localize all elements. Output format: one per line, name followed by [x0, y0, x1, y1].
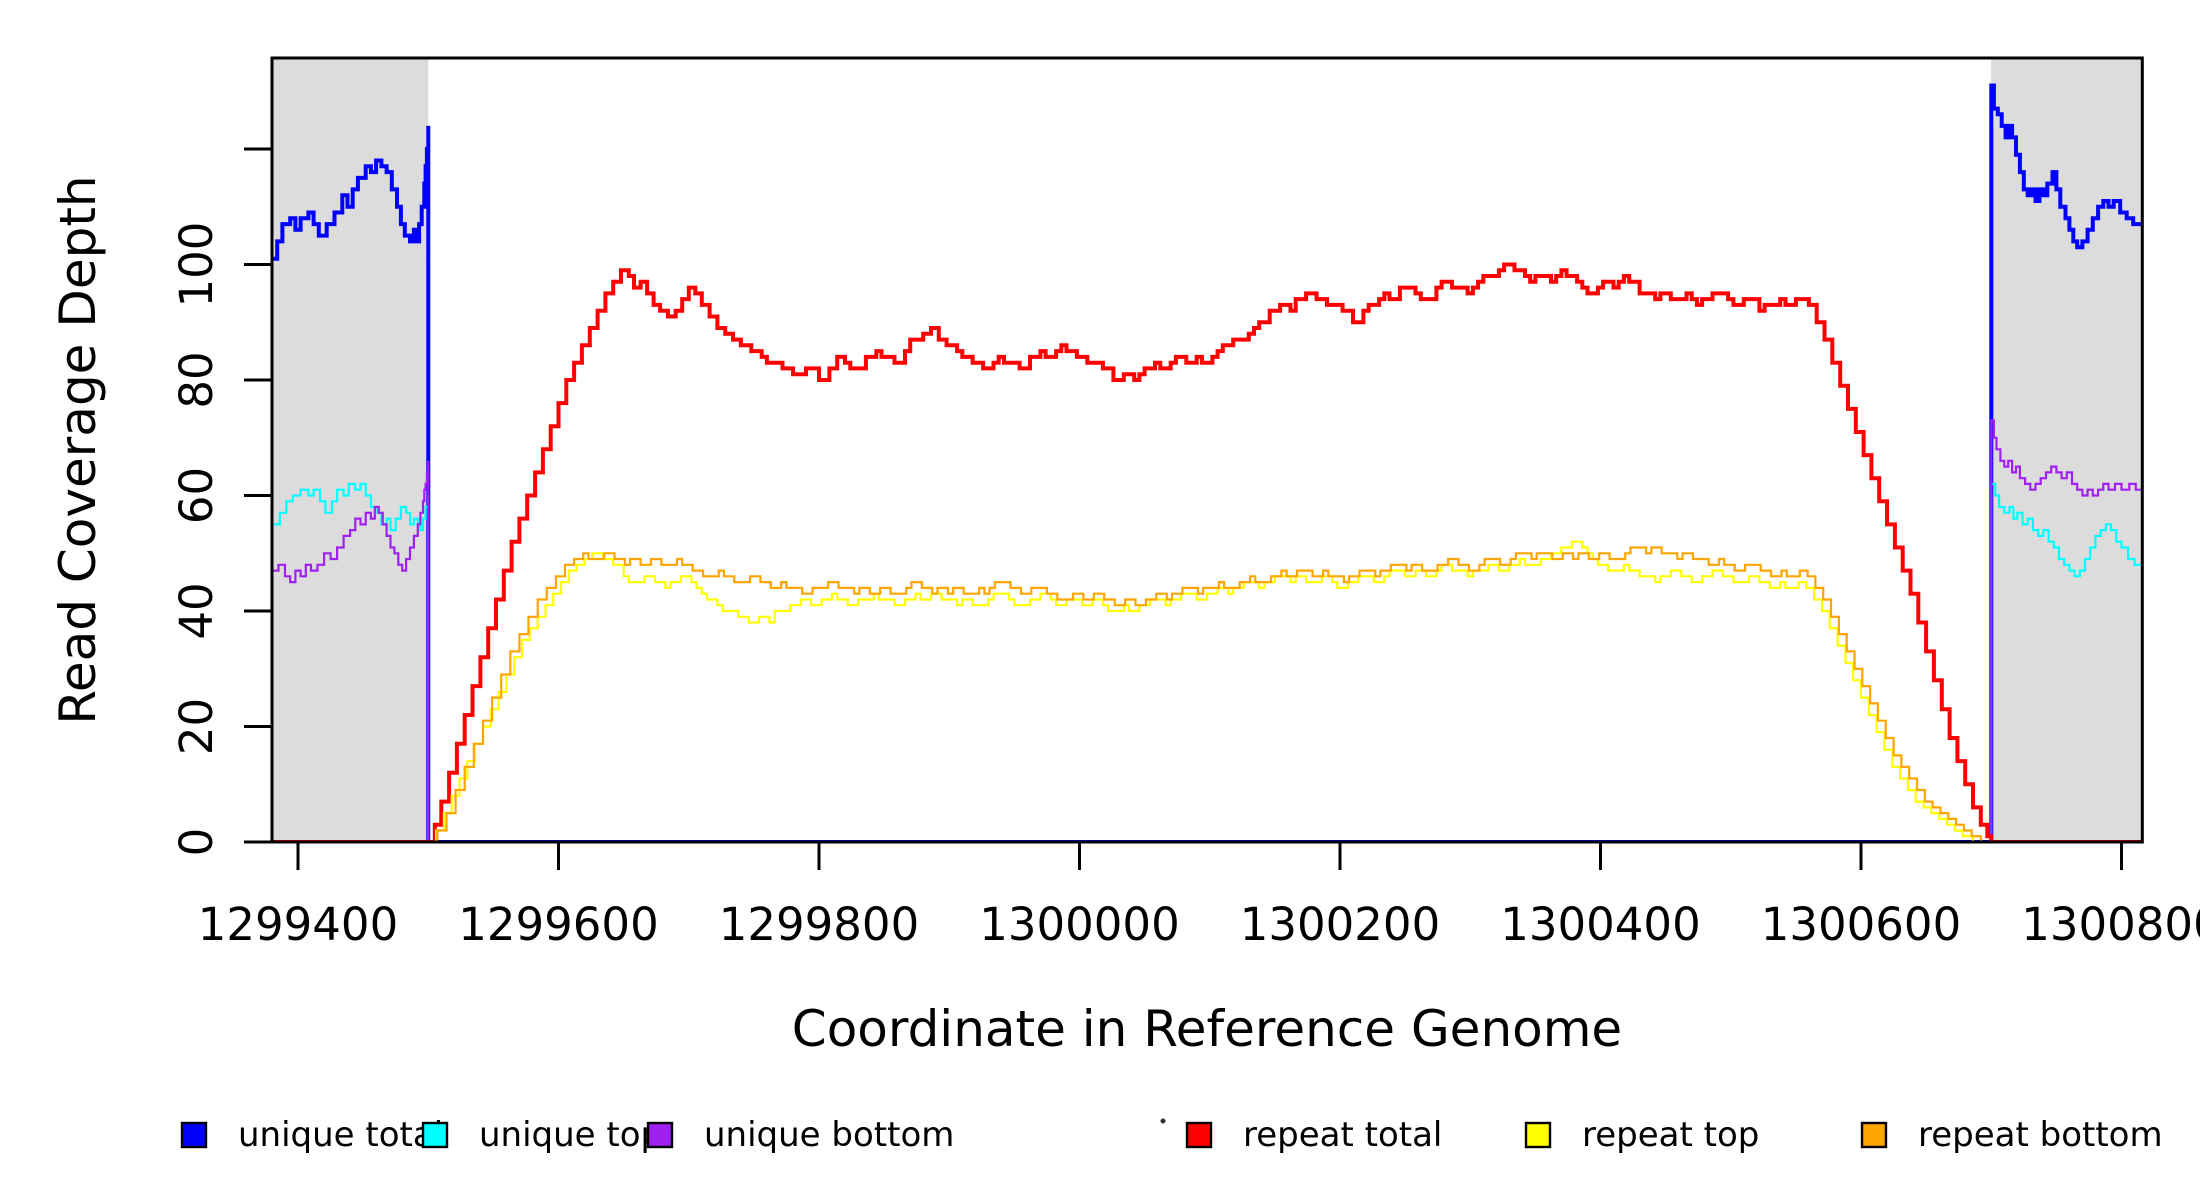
legend-swatch-unique-top: [421, 1121, 449, 1149]
shaded-region-left: [271, 58, 429, 842]
x-tick-label: 1300200: [1240, 898, 1440, 951]
x-tick-label: 1299600: [458, 898, 658, 951]
legend-label-unique-total: unique total: [238, 1115, 443, 1155]
y-tick-label: 60: [170, 467, 223, 524]
x-tick-label: 1300400: [1500, 898, 1700, 951]
y-tick-label: 0: [170, 828, 223, 857]
x-axis-title: Coordinate in Reference Genome: [792, 1000, 1622, 1058]
legend-label-unique-bottom: unique bottom: [704, 1115, 954, 1155]
series-repeat-top: [272, 540, 2143, 842]
legend-label-repeat-top: repeat top: [1582, 1115, 1759, 1155]
x-tick-label: 1300000: [979, 898, 1179, 951]
shaded-region-right: [1991, 58, 2143, 842]
legend-label-unique-top: unique top: [479, 1115, 662, 1155]
series-repeat-bottom: [272, 546, 2143, 842]
series-unique-bottom: [272, 419, 2143, 842]
series-repeat-total: [272, 262, 2143, 842]
y-tick-label: 100: [170, 222, 223, 308]
legend-swatch-repeat-total: [1185, 1121, 1213, 1149]
legend-label-repeat-bottom: repeat bottom: [1918, 1115, 2163, 1155]
x-tick-label: 1300600: [1761, 898, 1961, 951]
series-unique-total: [272, 83, 2143, 842]
legend-swatch-unique-total: [180, 1121, 208, 1149]
plot-frame: [270, 56, 2144, 844]
y-tick-label: 80: [170, 351, 223, 408]
x-tick-label: 1299800: [719, 898, 919, 951]
y-tick-label: 20: [170, 698, 223, 755]
x-tick-label: 1299400: [198, 898, 398, 951]
series-layer: [272, 83, 2143, 842]
legend-swatch-unique-bottom: [646, 1121, 674, 1149]
legend-label-repeat-total: repeat total: [1243, 1115, 1442, 1155]
stray-dot: [1160, 1118, 1166, 1124]
x-tick-label: 1300800: [2021, 898, 2200, 951]
legend-swatch-repeat-bottom: [1860, 1121, 1888, 1149]
y-tick-label: 40: [170, 582, 223, 639]
legend-swatch-repeat-top: [1524, 1121, 1552, 1149]
y-axis-title: Read Coverage Depth: [49, 175, 107, 724]
series-unique-top: [272, 482, 2143, 842]
